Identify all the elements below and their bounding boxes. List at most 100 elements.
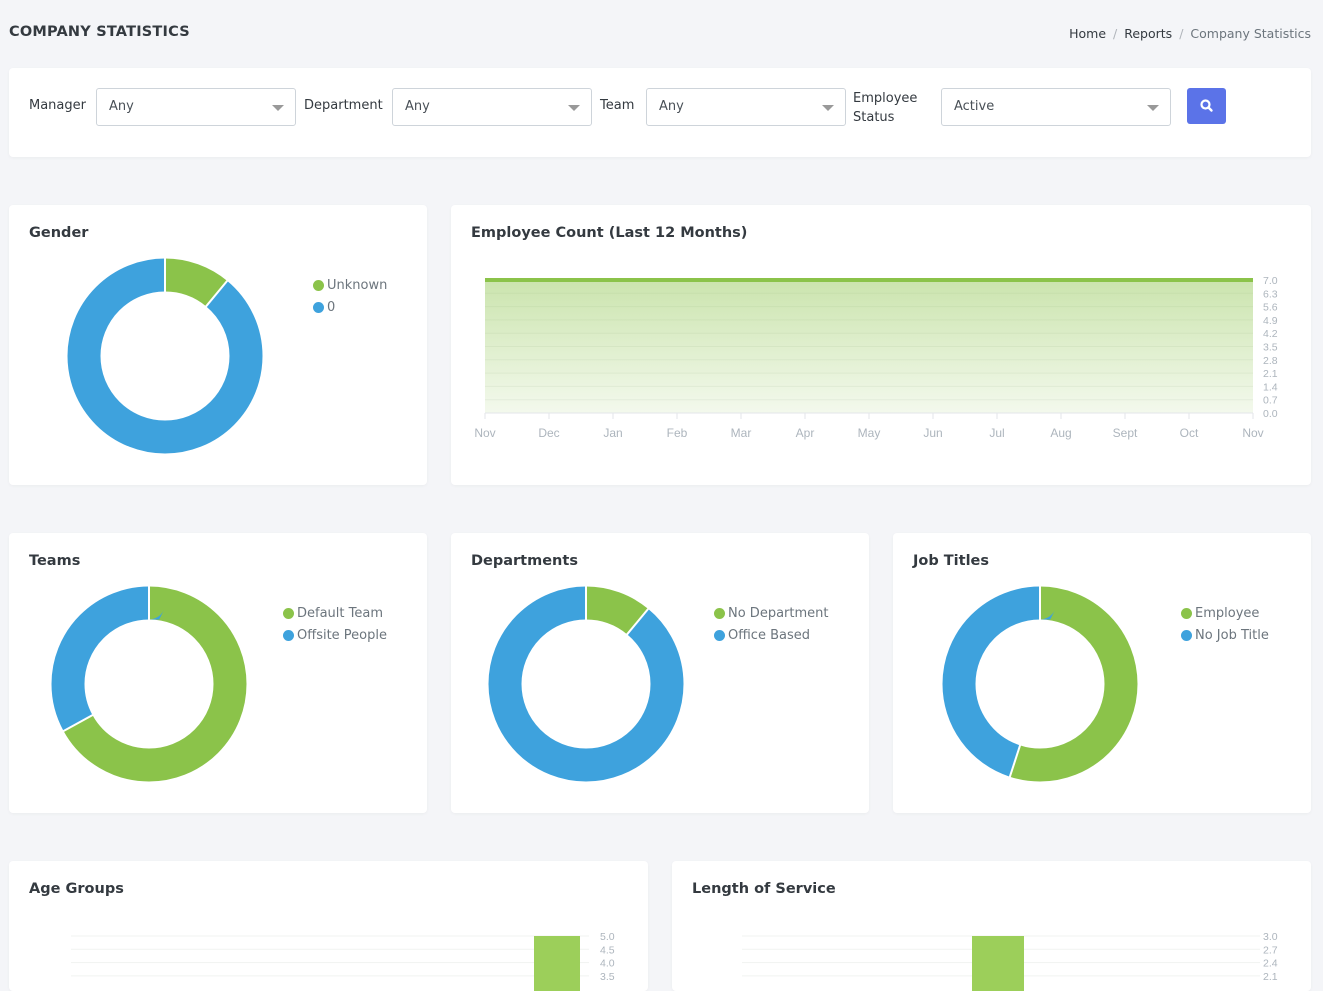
status-select[interactable]: Active <box>941 88 1171 126</box>
donut-segment[interactable] <box>488 586 684 782</box>
x-tick-label: Dec <box>538 426 559 440</box>
y-tick-label: 2.4 <box>1263 958 1278 970</box>
legend-label: Default Team <box>297 606 383 621</box>
card-title: Employee Count (Last 12 Months) <box>471 225 748 241</box>
legend-item[interactable]: 0 <box>313 300 387 315</box>
y-tick-label: 1.4 <box>1263 381 1278 393</box>
x-tick-label: Jun <box>923 426 942 440</box>
x-tick-label: Apr <box>796 426 815 440</box>
legend-item[interactable]: No Department <box>714 606 828 621</box>
x-tick-label: Nov <box>1242 426 1263 440</box>
breadcrumb: Home / Reports / Company Statistics <box>1069 26 1311 41</box>
legend-label: Offsite People <box>297 628 387 643</box>
breadcrumb-current: Company Statistics <box>1190 26 1311 41</box>
legend-dot-icon <box>313 302 324 313</box>
card-title: Age Groups <box>29 881 124 897</box>
breadcrumb-reports[interactable]: Reports <box>1124 26 1173 41</box>
card-title: Gender <box>29 225 89 241</box>
jobtitles-card: Job Titles Employee No Job Title <box>893 533 1311 813</box>
legend-item[interactable]: Office Based <box>714 628 828 643</box>
legend-dot-icon <box>283 630 294 641</box>
team-label: Team <box>600 98 635 113</box>
segment-divider <box>62 713 94 733</box>
y-tick-label: 0.0 <box>1263 408 1278 420</box>
legend-dot-icon <box>1181 630 1192 641</box>
card-title: Job Titles <box>913 553 990 569</box>
x-tick-label: Oct <box>1180 426 1199 440</box>
bar[interactable] <box>972 936 1024 991</box>
legend-label: Employee <box>1195 606 1260 621</box>
manager-label: Manager <box>29 98 86 113</box>
x-tick-label: Jul <box>989 426 1004 440</box>
y-tick-label: 5.0 <box>600 931 615 943</box>
legend-item[interactable]: Employee <box>1181 606 1269 621</box>
legend-label: No Department <box>728 606 829 621</box>
departments-legend: No Department Office Based <box>714 606 828 650</box>
card-title: Length of Service <box>692 881 836 897</box>
legend-item[interactable]: Default Team <box>283 606 387 621</box>
legend-dot-icon <box>714 630 725 641</box>
y-tick-label: 2.1 <box>1263 971 1278 983</box>
manager-select[interactable]: Any <box>96 88 296 126</box>
y-tick-label: 2.8 <box>1263 355 1278 367</box>
x-tick-label: Aug <box>1050 426 1071 440</box>
department-select[interactable]: Any <box>392 88 592 126</box>
card-title: Teams <box>29 553 81 569</box>
y-tick-label: 6.3 <box>1263 288 1278 300</box>
search-icon <box>1200 99 1213 112</box>
gender-legend: Unknown 0 <box>313 278 387 322</box>
x-tick-label: Sept <box>1113 426 1138 440</box>
x-tick-label: May <box>858 426 881 440</box>
length-of-service-chart: 3.02.7 2.42.1 <box>742 931 1278 991</box>
length-of-service-card: Length of Service 3.0 2.7 2.4 2.1 <box>672 861 1311 991</box>
x-tick-label: Mar <box>731 426 752 440</box>
employee-count-card: Employee Count (Last 12 Months) 7.0 6.3 5.… <box>451 205 1311 485</box>
y-tick-label: 2.7 <box>1263 944 1278 956</box>
y-tick-label: 3.5 <box>1263 342 1278 354</box>
y-tick-label: 5.6 <box>1263 302 1278 314</box>
legend-dot-icon <box>313 280 324 291</box>
gender-card: Gender Unknown 0 <box>9 205 427 485</box>
segment-divider <box>205 279 229 308</box>
legend-item[interactable]: Offsite People <box>283 628 387 643</box>
team-select[interactable]: Any <box>646 88 846 126</box>
chevron-down-icon <box>1147 105 1159 111</box>
segment-divider <box>1008 744 1022 778</box>
breadcrumb-home[interactable]: Home <box>1069 26 1107 41</box>
legend-label: 0 <box>327 300 336 315</box>
teams-card: Teams Default Team Offsite People <box>9 533 427 813</box>
segment-divider <box>626 607 650 636</box>
donut-segment[interactable] <box>67 258 263 454</box>
department-label: Department <box>304 98 383 113</box>
legend-dot-icon <box>1181 608 1192 619</box>
area-fill <box>485 280 1253 413</box>
y-tick-label: 3.0 <box>1263 931 1278 943</box>
status-label: Employee Status <box>853 91 918 125</box>
y-tick-label: 7.0 <box>1263 275 1278 287</box>
y-tick-label: 0.7 <box>1263 395 1278 407</box>
age-groups-card: Age Groups 5.0 4.5 4.0 3.5 <box>9 861 648 991</box>
legend-item[interactable]: No Job Title <box>1181 628 1269 643</box>
x-tick-label: Jan <box>603 426 622 440</box>
teams-legend: Default Team Offsite People <box>283 606 387 650</box>
departments-card: Departments No Department Office Based <box>451 533 869 813</box>
card-title: Departments <box>471 553 578 569</box>
legend-item[interactable]: Unknown <box>313 278 387 293</box>
jobtitles-legend: Employee No Job Title <box>1181 606 1269 650</box>
legend-dot-icon <box>283 608 294 619</box>
gender-donut <box>67 258 263 454</box>
departments-donut <box>488 586 684 782</box>
page-title: COMPANY STATISTICS <box>9 24 190 40</box>
y-tick-label: 4.5 <box>600 944 615 956</box>
chevron-down-icon <box>822 105 834 111</box>
search-button[interactable] <box>1187 88 1226 124</box>
chevron-down-icon <box>568 105 580 111</box>
age-groups-chart: 5.04.5 4.03.5 <box>71 931 615 991</box>
legend-label: No Job Title <box>1195 628 1269 643</box>
teams-donut <box>51 586 247 782</box>
x-tick-label: Nov <box>474 426 495 440</box>
bar[interactable] <box>534 936 580 991</box>
y-tick-label: 3.5 <box>600 971 615 983</box>
jobtitles-donut <box>942 586 1138 782</box>
